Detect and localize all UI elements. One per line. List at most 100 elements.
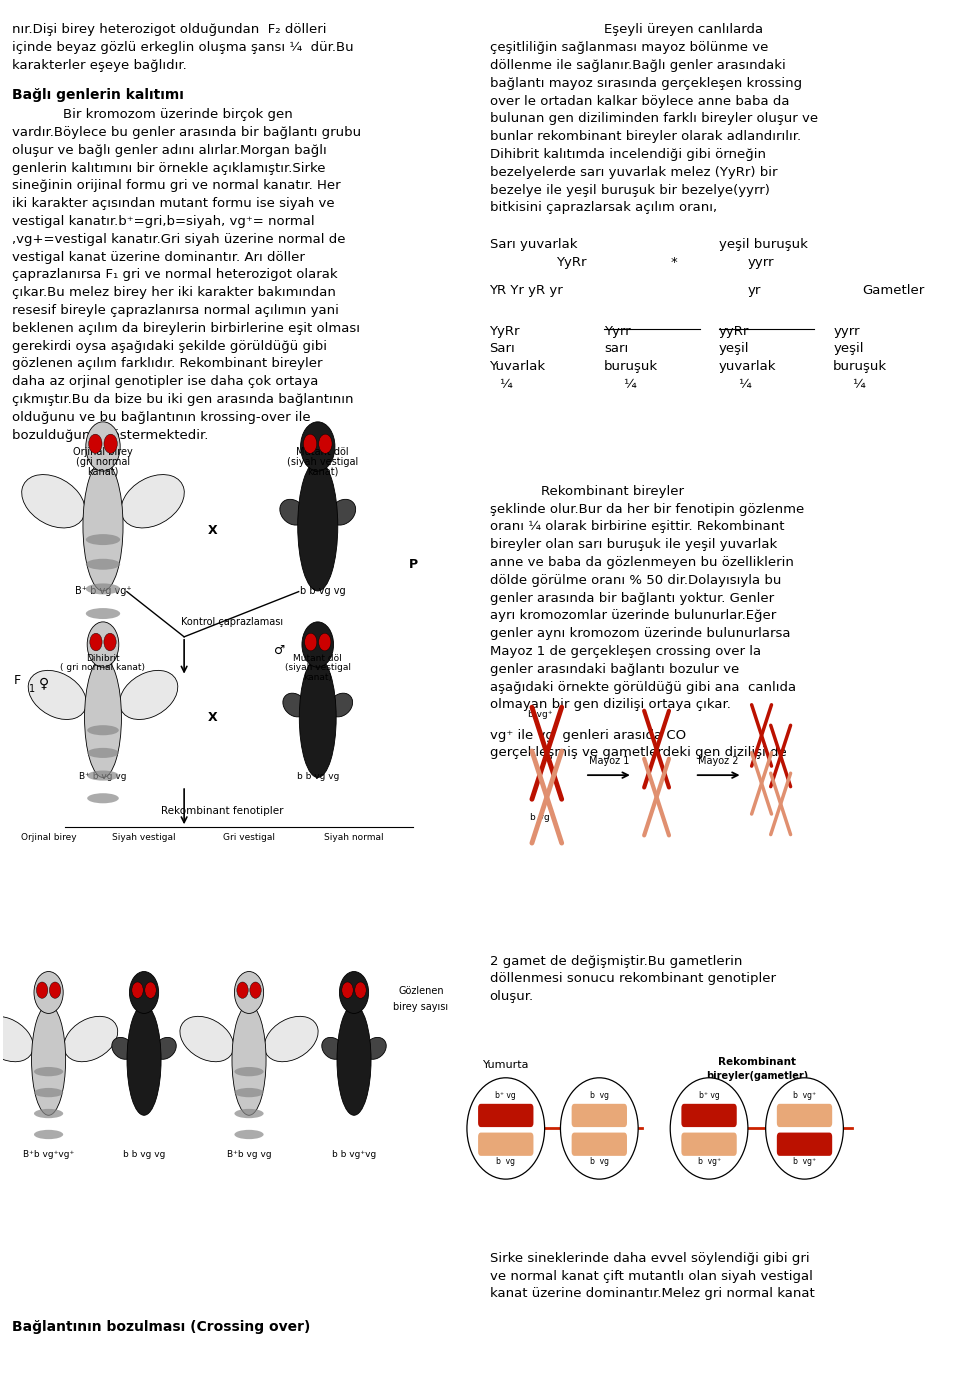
Text: B⁺ b vg vg⁺: B⁺ b vg vg⁺ [75, 586, 132, 597]
FancyBboxPatch shape [478, 1104, 534, 1127]
Ellipse shape [329, 499, 355, 525]
Ellipse shape [234, 1108, 264, 1118]
Ellipse shape [121, 474, 184, 528]
Text: kanat): kanat) [303, 672, 332, 682]
Text: over le ortadan kalkar böylece anne baba da: over le ortadan kalkar böylece anne baba… [490, 95, 789, 107]
Text: Rekombinant: Rekombinant [718, 1057, 796, 1067]
Text: vestigal kanatır.b⁺=gri,b=siyah, vg⁺= normal: vestigal kanatır.b⁺=gri,b=siyah, vg⁺= no… [12, 214, 315, 228]
Text: Rekombinant bireyler: Rekombinant bireyler [490, 485, 684, 498]
FancyBboxPatch shape [777, 1133, 832, 1156]
Text: *: * [671, 256, 678, 270]
Text: gerekirdi oysa aşağıdaki şekilde görüldüğü gibi: gerekirdi oysa aşağıdaki şekilde görüldü… [12, 340, 327, 352]
Text: Eşeyli üreyen canlılarda: Eşeyli üreyen canlılarda [604, 23, 763, 36]
Text: anne ve baba da gözlenmeyen bu özelliklerin: anne ve baba da gözlenmeyen bu özellikle… [490, 556, 793, 569]
Text: ♂: ♂ [274, 644, 285, 657]
Text: b b vg⁺vg: b b vg⁺vg [332, 1151, 376, 1159]
Circle shape [132, 982, 143, 998]
Ellipse shape [337, 1005, 372, 1115]
Text: Sirke sineklerinde daha evvel söylendiği gibi gri: Sirke sineklerinde daha evvel söylendiği… [490, 1251, 809, 1265]
Circle shape [49, 982, 60, 998]
Text: yeşil: yeşil [719, 342, 749, 355]
Text: gözlenen açılım farklıdır. Rekombinant bireyler: gözlenen açılım farklıdır. Rekombinant b… [12, 358, 323, 370]
Ellipse shape [364, 1037, 386, 1059]
Text: ,vg+=vestigal kanatır.Gri siyah üzerine normal de: ,vg+=vestigal kanatır.Gri siyah üzerine … [12, 232, 346, 246]
Text: b⁺ vg: b⁺ vg [495, 1090, 516, 1100]
Text: ¼: ¼ [852, 378, 865, 390]
Text: Mutant döl: Mutant döl [294, 654, 342, 663]
Text: X: X [208, 711, 218, 725]
Text: B⁺b vg vg: B⁺b vg vg [227, 1151, 272, 1159]
Text: Sarı: Sarı [490, 342, 516, 355]
Ellipse shape [22, 474, 85, 528]
Circle shape [87, 622, 119, 667]
FancyBboxPatch shape [777, 1104, 832, 1127]
Text: Mayoz 1 de gerçekleşen crossing over la: Mayoz 1 de gerçekleşen crossing over la [490, 645, 760, 659]
Text: vardır.Böylece bu genler arasında bir bağlantı grubu: vardır.Böylece bu genler arasında bir ba… [12, 126, 362, 139]
Text: Orjinal birey: Orjinal birey [73, 447, 132, 458]
Ellipse shape [34, 1088, 63, 1097]
Text: Bağlantının bozulması (Crossing over): Bağlantının bozulması (Crossing over) [12, 1320, 311, 1334]
Ellipse shape [154, 1037, 177, 1059]
Text: b  vg⁺: b vg⁺ [793, 1158, 816, 1166]
Ellipse shape [234, 1067, 264, 1077]
Text: vg⁺ ile vg  genleri arasıda CO: vg⁺ ile vg genleri arasıda CO [490, 729, 685, 741]
Text: b  vg: b vg [589, 1090, 609, 1100]
Circle shape [130, 972, 158, 1013]
Ellipse shape [87, 770, 119, 781]
Text: genlerin kalıtımını bir örnekle açıklamıştır.Sirke: genlerin kalıtımını bir örnekle açıklamı… [12, 162, 325, 175]
Ellipse shape [84, 657, 121, 777]
Text: Mayoz 1: Mayoz 1 [588, 755, 629, 766]
Text: Bağlı genlerin kalıtımı: Bağlı genlerin kalıtımı [12, 88, 184, 102]
Text: yuvarlak: yuvarlak [719, 360, 776, 373]
Circle shape [104, 434, 117, 454]
Circle shape [319, 434, 332, 454]
Text: Sarı yuvarlak: Sarı yuvarlak [490, 238, 577, 252]
Text: (siyah vestigal: (siyah vestigal [287, 456, 358, 468]
Circle shape [145, 982, 156, 998]
Text: bireyler olan sarı buruşuk ile yeşil yuvarlak: bireyler olan sarı buruşuk ile yeşil yuv… [490, 538, 777, 551]
Text: YyRr: YyRr [490, 324, 520, 338]
Circle shape [302, 622, 333, 667]
Text: Siyah vestigal: Siyah vestigal [112, 833, 176, 842]
Text: Yyrr: Yyrr [604, 324, 631, 338]
FancyBboxPatch shape [571, 1104, 627, 1127]
Text: bezelye ile yeşil buruşuk bir bezelye(yyrr): bezelye ile yeşil buruşuk bir bezelye(yy… [490, 183, 769, 197]
Ellipse shape [85, 583, 120, 594]
Circle shape [300, 422, 335, 472]
Text: Yuvarlak: Yuvarlak [490, 360, 545, 373]
FancyBboxPatch shape [571, 1133, 627, 1156]
Ellipse shape [180, 1016, 233, 1062]
Text: genler arasındaki bağlantı bozulur ve: genler arasındaki bağlantı bozulur ve [490, 663, 739, 676]
Text: bağlantı mayoz sırasında gerçekleşen krossing: bağlantı mayoz sırasında gerçekleşen kro… [490, 77, 802, 89]
Circle shape [304, 634, 317, 650]
Text: Rekombinant fenotipler: Rekombinant fenotipler [161, 806, 283, 817]
Text: kanat üzerine dominantır.Melez gri normal kanat: kanat üzerine dominantır.Melez gri norma… [490, 1287, 814, 1301]
Text: yyrr: yyrr [833, 324, 859, 338]
Text: Mayoz 2: Mayoz 2 [698, 755, 739, 766]
Ellipse shape [34, 1130, 63, 1138]
Ellipse shape [34, 1108, 63, 1118]
Ellipse shape [300, 657, 336, 777]
Circle shape [85, 422, 120, 472]
Text: Gri vestigal: Gri vestigal [223, 833, 275, 842]
Text: b vg: b vg [530, 814, 550, 822]
Text: yeşil buruşuk: yeşil buruşuk [719, 238, 807, 252]
Ellipse shape [87, 793, 119, 803]
Circle shape [88, 434, 102, 454]
Circle shape [234, 972, 264, 1013]
Text: ¼: ¼ [623, 378, 636, 390]
Ellipse shape [298, 461, 338, 591]
Text: buruşuk: buruşuk [604, 360, 659, 373]
Text: B⁺ b vg vg: B⁺ b vg vg [80, 773, 127, 781]
Text: Mutant döl: Mutant döl [297, 447, 348, 458]
Text: YyRr: YyRr [557, 256, 587, 270]
Circle shape [319, 634, 331, 650]
Circle shape [250, 982, 261, 998]
Ellipse shape [467, 1078, 544, 1180]
Text: YR Yr yR yr: YR Yr yR yr [490, 283, 564, 297]
Text: Bir kromozom üzerinde birçok gen: Bir kromozom üzerinde birçok gen [12, 109, 293, 121]
Text: aşağıdaki örnekte görüldüğü gibi ana  canlıda: aşağıdaki örnekte görüldüğü gibi ana can… [490, 681, 796, 693]
Ellipse shape [234, 1130, 264, 1138]
Ellipse shape [87, 725, 119, 736]
Text: resesif bireyle çaprazlanırsa normal açılımın yani: resesif bireyle çaprazlanırsa normal açı… [12, 304, 339, 318]
